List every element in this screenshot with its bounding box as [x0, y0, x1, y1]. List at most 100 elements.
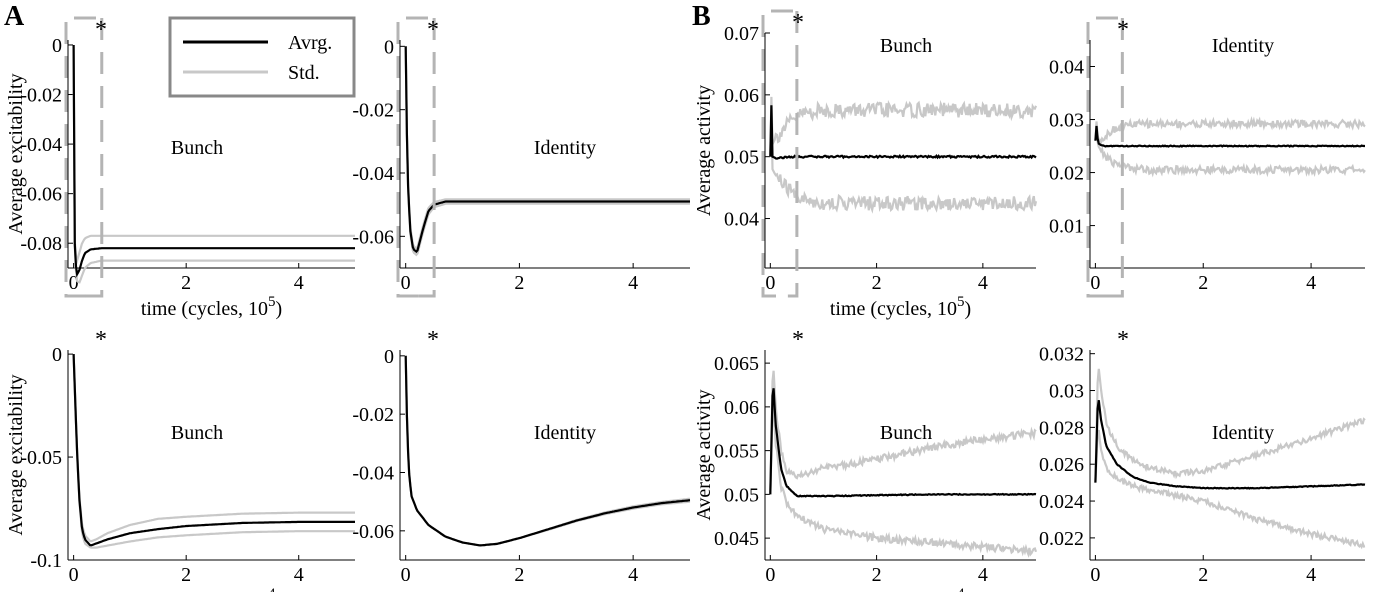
y-tick-label: 0.05 [724, 484, 759, 506]
x-tick-label: 0 [765, 272, 775, 294]
y-tick-label: 0.028 [1039, 417, 1084, 439]
subplot-title: Identity [1212, 35, 1274, 57]
series-line-std [769, 370, 1037, 495]
series-line-avrg [769, 388, 1037, 498]
y-tick-label: -0.02 [352, 100, 394, 122]
x-tick-label: 2 [181, 272, 191, 294]
y-tick-label: -0.02 [352, 404, 394, 426]
series-line-std [769, 113, 1038, 214]
star-marker: * [1117, 17, 1129, 43]
x-tick-label: 0 [69, 564, 79, 586]
star-marker: * [427, 327, 439, 353]
chart-B-bottom-right: 0 2 4 0.022 0.024 0.026 0.028 0.03 0.032 * Identit… [1039, 327, 1366, 586]
series-line-std [72, 354, 355, 549]
subplot-title: Identity [534, 137, 596, 159]
inset-bracket-right [768, 11, 799, 298]
y-tick-label: 0.07 [724, 23, 759, 45]
series-line-avrg [404, 46, 690, 254]
y-tick-label: 0.065 [714, 353, 759, 375]
x-tick-label: 2 [872, 272, 882, 294]
star-marker: * [792, 10, 804, 36]
x-tick-label: 4 [294, 272, 304, 294]
y-axis-label: Average activity [693, 85, 715, 216]
y-tick-label: 0.045 [714, 528, 759, 550]
series-line-std [404, 46, 690, 257]
y-tick-label: 0.04 [1049, 57, 1084, 79]
legend-label-std: Std. [288, 62, 320, 84]
y-tick-label: 0.03 [1049, 110, 1084, 132]
x-tick-label: 4 [628, 272, 638, 294]
chart-A-top-right: 0 2 4 0 -0.02 -0.04 -0.06 * Identity [352, 16, 690, 298]
y-tick-label: -0.1 [30, 550, 62, 572]
series-line-std [72, 44, 355, 284]
subplot-title: Bunch [880, 422, 932, 444]
chart-B-bottom-left: 0 2 4 0.045 0.05 0.055 0.06 0.065 * Bunch time (cy… [693, 327, 1038, 592]
series-line-std [404, 46, 690, 250]
series-line-std [1094, 368, 1366, 483]
x-tick-label: 0 [765, 564, 775, 586]
x-tick-label: 0 [401, 564, 411, 586]
y-tick-label: 0 [384, 346, 394, 368]
y-tick-label: -0.05 [20, 447, 62, 469]
y-tick-label: 0.05 [724, 147, 759, 169]
series-line-std [1094, 429, 1366, 550]
y-tick-label: 0.024 [1039, 491, 1084, 513]
subplot-title: Bunch [880, 35, 932, 57]
chart-A-bottom-left: 0 2 4 0 -0.05 -0.1 * Bunch time (cycles, 104) Ave… [5, 327, 355, 592]
subplot-title: Identity [534, 422, 596, 444]
x-axis-label: time (cycles, 104) [830, 586, 971, 592]
series-line-std [1094, 130, 1366, 178]
series-line-avrg [72, 44, 355, 278]
y-axis-label: Average excitability [5, 73, 27, 234]
y-tick-label: -0.08 [20, 233, 62, 255]
x-tick-label: 2 [514, 564, 524, 586]
series-line-std [72, 44, 355, 265]
y-tick-label: 0.022 [1039, 528, 1084, 550]
y-tick-label: -0.04 [352, 463, 394, 485]
star-marker: * [792, 327, 804, 353]
legend-label-avrg: Avrg. [288, 32, 332, 54]
x-tick-label: 2 [514, 272, 524, 294]
chart-B-top-left: 0 2 4 0.04 0.05 0.06 0.07 * Bunch time (cycles, 1… [693, 9, 1038, 320]
panel-label-b: B [692, 1, 711, 32]
y-tick-label: 0.02 [1049, 163, 1084, 185]
x-tick-label: 2 [1198, 272, 1208, 294]
y-tick-label: 0 [52, 35, 62, 57]
series-line-avrg [404, 355, 691, 547]
y-tick-label: 0.06 [724, 85, 759, 107]
x-tick-label: 4 [294, 564, 304, 586]
chart-B-top-right: 0 2 4 0.01 0.02 0.03 0.04 * Identity [1049, 16, 1366, 298]
legend: Avrg. Std. [168, 16, 356, 98]
y-tick-label: 0 [384, 36, 394, 58]
star-marker: * [1117, 327, 1129, 353]
series-line-std [72, 354, 355, 543]
inset-bracket-left [64, 16, 96, 298]
panel-label-a: A [4, 1, 25, 32]
x-tick-label: 0 [69, 272, 79, 294]
x-tick-label: 0 [1090, 564, 1100, 586]
x-tick-label: 4 [628, 564, 638, 586]
chart-A-top-left: 0 2 4 0 -0.02 -0.04 -0.06 -0.08 * Bunch time (cycl… [5, 16, 355, 320]
y-tick-label: 0.01 [1049, 216, 1084, 238]
subplot-title: Identity [1212, 422, 1274, 444]
x-tick-label: 0 [1090, 272, 1100, 294]
chart-A-bottom-right: 0 2 4 0 -0.02 -0.04 -0.06 * Identity [352, 327, 691, 586]
x-tick-label: 2 [181, 564, 191, 586]
x-axis-label: time (cycles, 104) [141, 586, 282, 592]
inset-bracket-right [1094, 18, 1124, 298]
y-tick-label: -0.04 [20, 134, 62, 156]
star-marker: * [95, 327, 107, 353]
inset-bracket-right [73, 18, 104, 298]
y-tick-label: 0.06 [724, 397, 759, 419]
x-tick-label: 4 [978, 272, 988, 294]
x-axis-label: time (cycles, 105) [141, 294, 282, 320]
y-tick-label: 0.03 [1049, 381, 1084, 403]
series-line-std [769, 405, 1038, 559]
y-tick-label: -0.06 [352, 521, 394, 543]
y-tick-label: 0 [52, 344, 62, 366]
x-axis-label: time (cycles, 105) [830, 294, 971, 320]
plot-area: 0 2 4 0 -0.02 -0.04 -0.06 -0.08 * Bunch time (cycl… [5, 9, 1366, 592]
y-tick-label: 0.032 [1039, 344, 1084, 366]
x-tick-label: 0 [401, 272, 411, 294]
